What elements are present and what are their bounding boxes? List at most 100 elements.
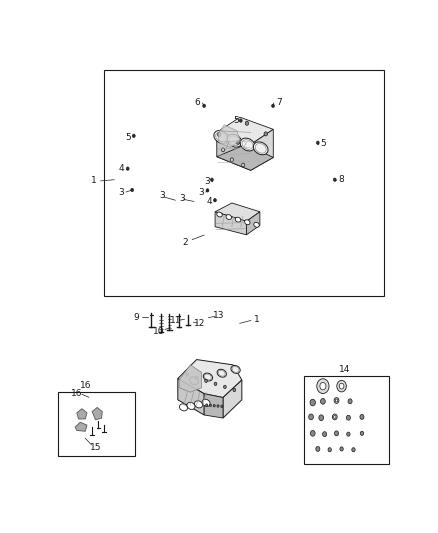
Ellipse shape [180, 404, 187, 411]
Circle shape [316, 447, 320, 451]
Polygon shape [215, 212, 247, 235]
Polygon shape [75, 422, 87, 431]
Circle shape [237, 140, 240, 144]
Ellipse shape [217, 212, 223, 217]
Circle shape [321, 399, 325, 404]
Circle shape [360, 431, 364, 435]
Circle shape [310, 399, 315, 406]
Circle shape [339, 383, 344, 389]
Ellipse shape [187, 402, 195, 409]
Circle shape [336, 399, 338, 402]
Polygon shape [204, 394, 223, 418]
Polygon shape [92, 407, 102, 420]
Text: 5: 5 [233, 116, 239, 125]
Circle shape [334, 416, 336, 418]
Circle shape [242, 163, 245, 167]
Text: 1: 1 [254, 314, 260, 324]
Circle shape [346, 415, 350, 420]
Circle shape [195, 376, 198, 379]
Text: 13: 13 [212, 311, 224, 320]
Circle shape [211, 178, 213, 181]
Circle shape [223, 385, 226, 389]
Circle shape [206, 404, 208, 406]
Polygon shape [178, 360, 242, 398]
Ellipse shape [205, 374, 212, 380]
Circle shape [272, 104, 274, 108]
Circle shape [127, 167, 129, 170]
Circle shape [334, 398, 339, 403]
Circle shape [132, 134, 135, 138]
Ellipse shape [254, 222, 259, 227]
Ellipse shape [190, 377, 199, 385]
Text: 7: 7 [276, 99, 282, 108]
Circle shape [317, 379, 329, 393]
Circle shape [333, 178, 336, 181]
Ellipse shape [219, 370, 225, 376]
Circle shape [206, 189, 209, 192]
Polygon shape [178, 378, 204, 415]
Text: 16: 16 [80, 381, 91, 390]
Circle shape [214, 199, 216, 202]
Circle shape [186, 373, 189, 376]
Ellipse shape [229, 136, 240, 146]
Circle shape [233, 388, 236, 392]
Circle shape [332, 414, 337, 420]
Circle shape [311, 431, 315, 436]
Circle shape [209, 404, 212, 407]
Bar [58, 392, 134, 456]
Bar [104, 70, 384, 296]
Polygon shape [223, 380, 242, 418]
Text: 4: 4 [118, 164, 124, 173]
Circle shape [264, 132, 268, 136]
Polygon shape [217, 132, 251, 171]
Circle shape [322, 432, 327, 437]
Circle shape [328, 448, 332, 452]
Polygon shape [217, 117, 273, 144]
Text: 6: 6 [194, 99, 200, 108]
Text: 16: 16 [71, 389, 83, 398]
Text: 14: 14 [339, 365, 351, 374]
Ellipse shape [235, 217, 241, 222]
Text: 15: 15 [90, 443, 101, 452]
Polygon shape [179, 365, 201, 392]
Circle shape [131, 188, 134, 191]
Ellipse shape [240, 138, 255, 151]
Text: 8: 8 [339, 175, 344, 184]
Circle shape [213, 405, 215, 407]
Polygon shape [77, 409, 87, 419]
Polygon shape [215, 203, 260, 221]
Circle shape [346, 432, 350, 436]
Ellipse shape [215, 132, 227, 142]
Circle shape [218, 133, 221, 136]
Circle shape [320, 383, 326, 390]
Ellipse shape [227, 134, 242, 147]
Circle shape [230, 158, 233, 161]
Text: 12: 12 [194, 319, 206, 328]
Circle shape [337, 381, 346, 392]
Circle shape [222, 148, 225, 152]
Text: 3: 3 [118, 188, 124, 197]
Ellipse shape [254, 142, 268, 155]
Ellipse shape [217, 369, 226, 377]
Circle shape [245, 121, 249, 125]
Text: 3: 3 [198, 188, 204, 197]
Text: 10: 10 [152, 327, 164, 336]
Circle shape [240, 119, 242, 122]
Text: 3: 3 [159, 191, 165, 200]
Circle shape [203, 104, 205, 108]
Ellipse shape [231, 366, 240, 374]
Ellipse shape [244, 220, 250, 225]
Circle shape [360, 415, 364, 419]
Ellipse shape [191, 378, 198, 384]
Ellipse shape [203, 373, 212, 381]
Circle shape [214, 382, 217, 385]
Text: 2: 2 [183, 238, 188, 247]
Text: 9: 9 [133, 313, 139, 322]
Text: 1: 1 [91, 176, 97, 185]
Ellipse shape [255, 143, 266, 153]
Circle shape [205, 379, 208, 383]
Circle shape [319, 415, 324, 421]
Text: 5: 5 [125, 133, 131, 142]
Circle shape [352, 448, 355, 452]
Ellipse shape [226, 215, 232, 220]
